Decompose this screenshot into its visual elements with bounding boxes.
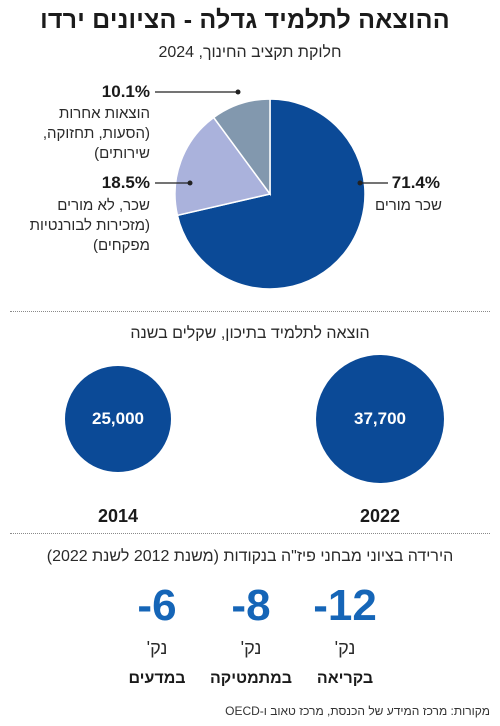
pie-slice-teachers: [176, 98, 366, 290]
stat-value-math: 8-: [231, 581, 271, 630]
stat-value-science: 6-: [137, 581, 177, 630]
stat-science: 6- נק' במדעים: [92, 582, 222, 690]
stat-label-math: במתמטיקה: [209, 670, 293, 687]
year-label-2022: 2022: [359, 506, 401, 526]
section-divider: [10, 533, 490, 534]
pie-value-label-other: 10.1%: [101, 82, 150, 101]
pie-slice-label-line: הוצאות אחרות: [59, 105, 150, 122]
pie-slice-label-line: שירותים): [94, 145, 150, 162]
stat-unit: נק': [240, 638, 262, 658]
pie-slice-label-nonteacher: שכר, לא מורים (מזכירות לבורנטיות מפקחים): [0, 196, 150, 256]
pisa-title: הירידה בציוני מבחני פיז"ה בנקודות (משנת …: [46, 548, 454, 565]
stat-unit: נק': [334, 638, 356, 658]
value-label-2014: 25,000: [92, 409, 144, 428]
value-label-2022: 37,700: [354, 409, 406, 428]
circle-2022: 37,700: [316, 355, 444, 483]
pie-slice-other: [212, 98, 271, 197]
pie-slice-label-other: הוצאות אחרות (הסעות, תחזוקה, שירותים): [10, 104, 150, 164]
stat-reading: 12- נק' בקריאה: [280, 582, 410, 690]
pie-chart-title: חלוקת תקציב החינוך, 2024: [158, 44, 342, 61]
pie-slice-label-line: (הסעות, תחזוקה,: [42, 125, 150, 142]
pie-slice-label-line: שכר, לא מורים: [57, 197, 150, 214]
pie-slice-nonteacher: [174, 116, 272, 217]
stat-label-science: במדעים: [128, 670, 186, 687]
pie-slice-label-teachers: שכר מורים: [375, 197, 442, 214]
circle-2014: 25,000: [65, 366, 171, 472]
stat-value-reading: 12-: [313, 581, 377, 630]
page-title: ההוצאה לתלמיד גדלה - הציונים ירדו: [40, 6, 450, 34]
stat-unit: נק': [146, 638, 168, 658]
source-note: מקורות: מרכז המידע של הכנסת, מרכז טאוב ו…: [225, 704, 490, 718]
stat-math: 8- נק' במתמטיקה: [186, 582, 316, 690]
spending-chart-title: הוצאה לתלמיד בתיכון, שקלים בשנה: [130, 325, 370, 342]
stat-label-reading: בקריאה: [316, 670, 374, 687]
section-divider: [10, 311, 490, 312]
pie-slice-label-line: (מזכירות לבורנטיות: [29, 217, 150, 234]
pie-slice-label-line: מפקחים): [93, 237, 150, 254]
year-label-2014: 2014: [97, 506, 139, 526]
pie-value-label-nonteacher: 18.5%: [101, 173, 150, 192]
pie-chart: [174, 98, 366, 290]
pie-value-label-teachers: 71.4%: [391, 173, 440, 192]
